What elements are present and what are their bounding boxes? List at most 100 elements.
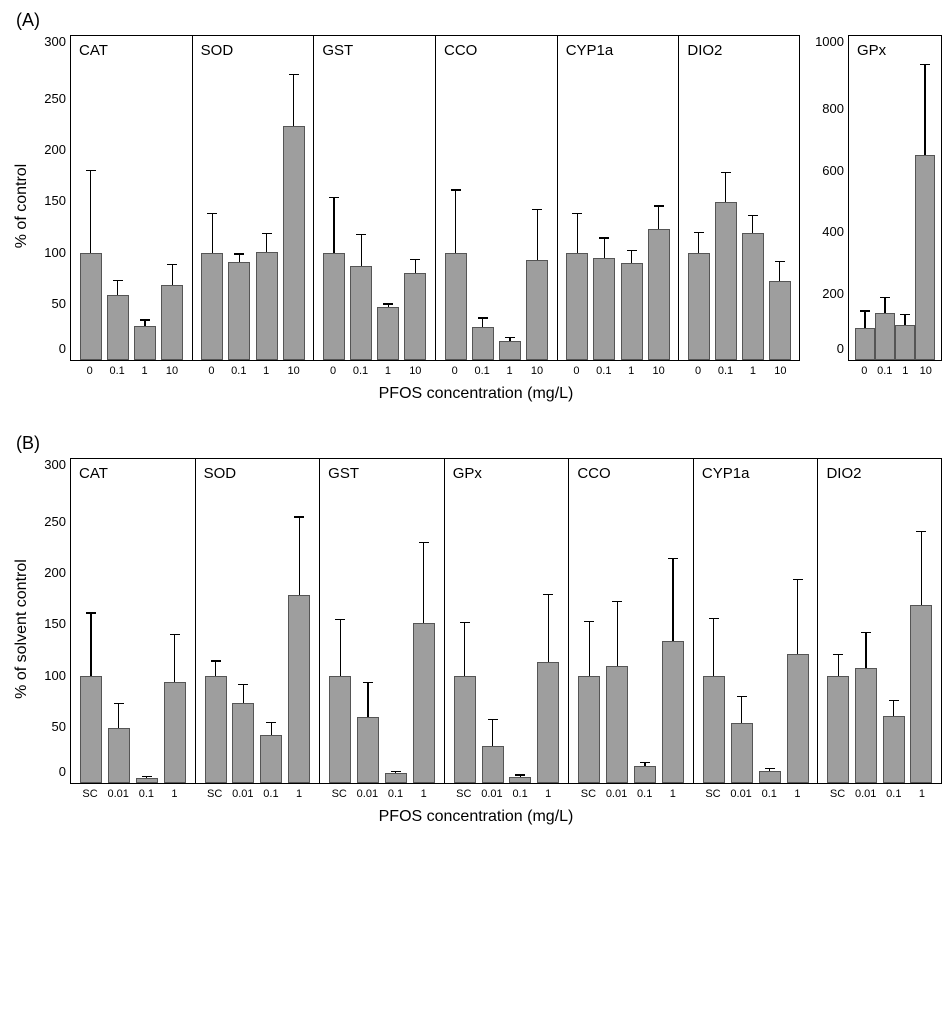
panel-xticks: SC0.010.11 [70, 784, 195, 800]
panel-column: CCOSC0.010.11 [568, 458, 693, 800]
xtick-label: SC [699, 788, 727, 800]
error-bar [698, 232, 699, 253]
bar [107, 295, 129, 360]
error-bar [589, 621, 590, 676]
xtick-label: 1 [534, 788, 562, 800]
error-bar [492, 719, 493, 746]
yaxis-ticks-a: 300250200150100500 [34, 35, 70, 355]
bar [731, 723, 753, 783]
ytick-label: 0 [59, 765, 66, 778]
bar-wrap [564, 213, 591, 360]
panel-column: CCO00.1110 [435, 35, 557, 377]
xtick-label: 1 [783, 788, 811, 800]
ytick-label: 800 [822, 102, 844, 115]
bar [136, 778, 158, 783]
bar [164, 682, 186, 783]
xtick-label: SC [450, 788, 478, 800]
bar-area [679, 36, 799, 360]
ytick-label: 50 [52, 720, 66, 733]
panel-xticks: SC0.010.11 [195, 784, 320, 800]
panel-column: DIO200.1110 [678, 35, 800, 377]
bar-wrap [739, 215, 766, 360]
bar [323, 253, 345, 360]
error-bar [90, 612, 91, 676]
xlabel-a: PFOS concentration (mg/L) [10, 385, 942, 403]
bar [875, 313, 895, 360]
ylabel-a: % of control [13, 164, 31, 248]
xtick-label: 0.01 [727, 788, 755, 800]
bar-wrap [645, 205, 672, 360]
bar-wrap [469, 317, 496, 360]
error-bar [672, 558, 673, 641]
bar-wrap [131, 319, 158, 360]
bar-wrap [285, 516, 313, 783]
bar [593, 258, 615, 360]
bar [769, 281, 791, 360]
xtick-label: 1 [285, 788, 313, 800]
panels-a: CAT00.1110SOD00.1110GST00.1110CCO00.1110… [70, 35, 800, 377]
panel-title: DIO2 [687, 42, 722, 59]
error-bar [769, 768, 770, 771]
xtick-label: SC [201, 788, 229, 800]
error-bar [482, 317, 483, 327]
xlabel-b: PFOS concentration (mg/L) [10, 808, 942, 826]
error-bar [604, 237, 605, 257]
bar [283, 126, 305, 360]
error-bar [921, 531, 922, 605]
bar-wrap [253, 233, 280, 360]
panel-column: GST00.1110 [313, 35, 435, 377]
panel-title: SOD [201, 42, 234, 59]
bar-wrap [226, 253, 253, 360]
bar [648, 229, 670, 360]
bar-wrap [280, 74, 307, 360]
panel-gpx: GPx00.1110 [848, 35, 942, 377]
error-bar [271, 722, 272, 735]
bar-area [196, 459, 320, 783]
bar [228, 262, 250, 360]
bar [688, 253, 710, 360]
bar [715, 202, 737, 360]
bar-wrap [496, 337, 523, 360]
xtick-label: 10 [645, 365, 672, 377]
bar [108, 728, 130, 783]
bar-wrap [700, 618, 728, 783]
bar-wrap [410, 542, 438, 783]
section-label-a: (A) [10, 10, 942, 31]
chart-panel: SOD [195, 458, 320, 784]
chart-panel: DIO2 [817, 458, 942, 784]
xtick-label: 10 [402, 365, 429, 377]
panel-xticks: SC0.010.11 [319, 784, 444, 800]
ytick-label: 100 [44, 246, 66, 259]
bar [915, 155, 935, 360]
xtick-label: 0.01 [353, 788, 381, 800]
xtick-label: SC [325, 788, 353, 800]
error-bar [361, 234, 362, 266]
error-bar [367, 682, 368, 717]
bar [80, 676, 102, 783]
panel-title: CAT [79, 465, 108, 482]
error-bar [537, 209, 538, 260]
bar-wrap [895, 314, 915, 360]
section-label-b: (B) [10, 433, 942, 454]
ytick-label: 100 [44, 669, 66, 682]
figure-a: (A) % of control 300250200150100500 CAT0… [10, 10, 942, 403]
bar-wrap [534, 594, 562, 783]
bar-wrap [575, 621, 603, 783]
ytick-label: 1000 [815, 35, 844, 48]
bar [445, 253, 467, 360]
xtick-label: SC [574, 788, 602, 800]
xtick-label: 0.01 [104, 788, 132, 800]
bar [454, 676, 476, 783]
error-bar [423, 542, 424, 623]
panel-column: CYP1aSC0.010.11 [693, 458, 818, 800]
error-bar [644, 762, 645, 766]
bar [413, 623, 435, 783]
bar [606, 666, 628, 783]
ytick-label: 0 [837, 342, 844, 355]
panel-title: CCO [444, 42, 477, 59]
panel-title: CYP1a [702, 465, 750, 482]
separate-chart-gpx: 10008006004002000 GPx00.1110 [814, 35, 942, 377]
bar-wrap [631, 762, 659, 783]
xtick-label: 0.1 [381, 788, 409, 800]
bar-wrap [104, 280, 131, 360]
